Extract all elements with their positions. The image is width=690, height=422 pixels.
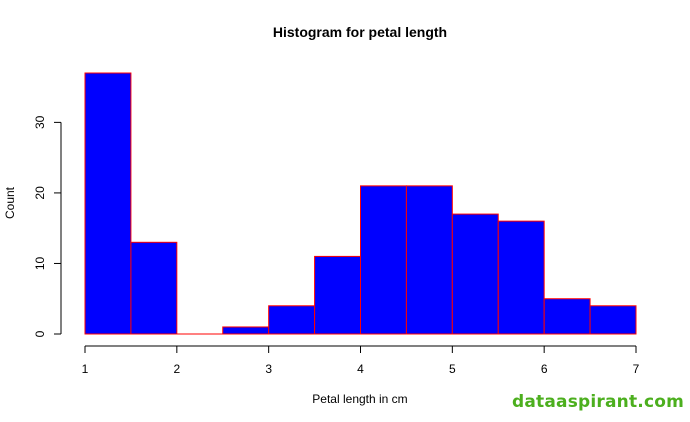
histogram-bar-1 [84,72,132,335]
x-axis-label: Petal length in cm [312,392,407,406]
watermark-logo: dataaspirant.com [512,392,685,412]
x-tick-label: 1 [82,362,89,376]
y-tick-label: 30 [33,115,47,129]
x-tick-label: 2 [173,362,180,376]
y-tick-label: 0 [33,330,47,337]
x-tick-label: 4 [357,362,364,376]
x-tick-label: 3 [265,362,272,376]
histogram-bar-2 [130,241,178,335]
x-tick-label: 5 [449,362,456,376]
y-tick-label: 20 [33,186,47,200]
histogram-bar-7 [360,185,407,335]
x-tick-label: 6 [541,362,548,376]
histogram-bar-11 [543,298,591,335]
chart-title: Histogram for petal length [273,24,447,40]
bars-group [84,72,637,335]
histogram-bar-8 [405,185,453,335]
y-axis: 0 10 20 30 [33,115,62,337]
y-axis-label: Count [3,186,17,219]
histogram-bar-5 [268,305,316,335]
histogram-bar-6 [314,255,362,335]
x-tick-label: 7 [633,362,640,376]
y-tick-label: 10 [33,256,47,270]
histogram-bar-9 [451,213,499,335]
x-axis: 1 2 3 4 5 6 7 [82,345,640,376]
histogram-bar-10 [497,220,545,335]
histogram-bar-4 [222,326,270,335]
histogram-bar-12 [589,305,637,335]
